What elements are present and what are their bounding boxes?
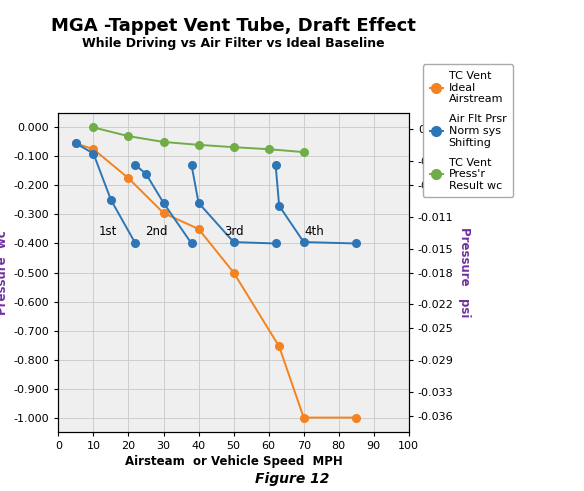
Text: 1st: 1st [98,225,117,238]
Text: While Driving vs Air Filter vs Ideal Baseline: While Driving vs Air Filter vs Ideal Bas… [82,37,385,50]
Legend: TC Vent
Ideal
Airstream, Air Flt Prsr
Norm sys
Shifting, TC Vent
Press'r
Result : TC Vent Ideal Airstream, Air Flt Prsr No… [423,64,513,197]
Text: 2nd: 2nd [145,225,168,238]
Text: 3rd: 3rd [224,225,244,238]
Text: Figure 12: Figure 12 [255,472,329,486]
Y-axis label: Pressure   psi: Pressure psi [458,227,471,318]
Text: 4th: 4th [304,225,324,238]
X-axis label: Airsteam  or Vehicle Speed  MPH: Airsteam or Vehicle Speed MPH [125,455,342,468]
Text: MGA -Tappet Vent Tube, Draft Effect: MGA -Tappet Vent Tube, Draft Effect [51,17,416,35]
Y-axis label: Pressure  wc: Pressure wc [0,230,9,315]
